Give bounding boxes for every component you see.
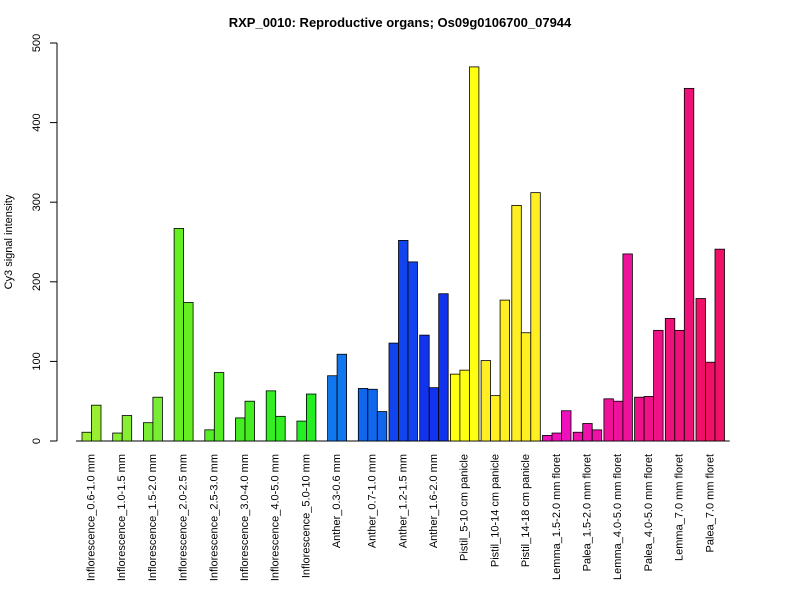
x-tick-label: Pistil_14-18 cm panicle xyxy=(520,454,532,567)
bar xyxy=(438,293,449,442)
bar xyxy=(235,417,246,442)
x-tick-label: Lemma_1.5-2.0 mm floret xyxy=(551,454,563,580)
bars xyxy=(81,66,725,442)
bar xyxy=(634,396,645,442)
bar xyxy=(499,299,511,442)
x-tick-labels: Inflorescence_0.6-1.0 mm Inflorescence_1.… xyxy=(86,454,717,581)
bar xyxy=(173,228,185,442)
bar xyxy=(714,248,725,442)
x-tick-label: Inflorescence_3.0-4.0 mm xyxy=(239,454,251,581)
bar xyxy=(480,360,492,442)
x-tick-label: Inflorescence_2.0-2.5 mm xyxy=(178,454,190,581)
bar xyxy=(490,395,501,442)
x-tick-label: Anther_0.3-0.6 mm xyxy=(331,454,343,548)
bar xyxy=(664,318,676,442)
bar xyxy=(265,390,277,442)
x-tick-label: Inflorescence_0.6-1.0 mm xyxy=(86,454,98,581)
bar xyxy=(367,388,378,442)
y-tick-label: 0 xyxy=(31,438,43,444)
x-tick-label: Inflorescence_4.0-5.0 mm xyxy=(270,454,282,581)
bar xyxy=(428,387,440,442)
bar xyxy=(152,396,163,442)
bar xyxy=(183,302,194,442)
bar xyxy=(244,400,255,442)
bar xyxy=(305,393,317,442)
x-tick-label: Lemma_4.0-5.0 mm floret xyxy=(612,454,624,580)
bar xyxy=(542,435,553,442)
y-tick-label: 400 xyxy=(31,113,43,131)
bar xyxy=(683,87,695,442)
bar xyxy=(112,432,123,442)
x-tick-label: Anther_1.6-2.0 mm xyxy=(428,454,440,548)
bar xyxy=(459,369,470,442)
y-tick-label: 100 xyxy=(31,352,43,370)
x-tick-label: Inflorescence_1.0-1.5 mm xyxy=(116,454,128,581)
bar xyxy=(603,398,614,442)
bar xyxy=(419,334,430,442)
x-tick-label: Pistil_10-14 cm panicle xyxy=(489,454,501,567)
x-tick-label: Inflorescence_1.5-2.0 mm xyxy=(147,454,159,581)
bar xyxy=(213,372,225,442)
x-tick-label: Anther_1.2-1.5 mm xyxy=(397,454,409,548)
bar xyxy=(572,431,584,442)
x-tick-label: Palea_4.0-5.0 mm floret xyxy=(643,454,655,571)
bar xyxy=(705,361,716,442)
bar xyxy=(674,329,685,442)
bar xyxy=(530,192,541,442)
y-tick-label: 500 xyxy=(31,34,43,52)
x-tick-label: Inflorescence_2.5-3.0 mm xyxy=(208,454,220,581)
y-axis: 0 100 200 300 400 500 xyxy=(31,34,58,444)
bar xyxy=(511,204,522,442)
x-tick-label: Palea_7.0 mm floret xyxy=(704,454,716,552)
y-tick-label: 200 xyxy=(31,273,43,291)
bar xyxy=(653,329,664,442)
bar xyxy=(561,410,572,442)
bar xyxy=(142,422,154,442)
bar xyxy=(468,66,480,442)
bar xyxy=(582,423,593,442)
bar xyxy=(91,404,102,442)
x-tick-label: Lemma_7.0 mm floret xyxy=(674,454,686,561)
bar xyxy=(449,373,461,442)
bar xyxy=(622,253,633,442)
x-tick-label: Inflorescence_5.0-10 mm xyxy=(300,454,312,578)
bar xyxy=(388,342,399,442)
bar xyxy=(204,429,215,442)
bar xyxy=(376,411,388,442)
bar xyxy=(407,261,418,442)
bar xyxy=(398,240,409,442)
bar xyxy=(336,353,348,442)
bar xyxy=(357,388,369,442)
bar xyxy=(643,396,654,442)
bar xyxy=(551,432,562,442)
x-tick-label: Anther_0.7-1.0 mm xyxy=(367,454,379,548)
bar xyxy=(695,298,706,442)
y-axis-label: Cy3 signal intensity xyxy=(3,194,15,289)
bar xyxy=(327,375,338,442)
bar xyxy=(81,431,92,442)
bar xyxy=(520,332,532,442)
bar xyxy=(121,415,133,442)
chart-title: RXP_0010: Reproductive organs; Os09g0106… xyxy=(229,15,572,30)
bar xyxy=(275,415,286,442)
x-tick-label: Pistil_5-10 cm panicle xyxy=(459,454,471,561)
x-tick-label: Palea_1.5-2.0 mm floret xyxy=(581,454,593,571)
y-tick-label: 300 xyxy=(31,193,43,211)
bar xyxy=(296,420,307,442)
bar xyxy=(591,429,603,442)
bar xyxy=(613,400,624,442)
